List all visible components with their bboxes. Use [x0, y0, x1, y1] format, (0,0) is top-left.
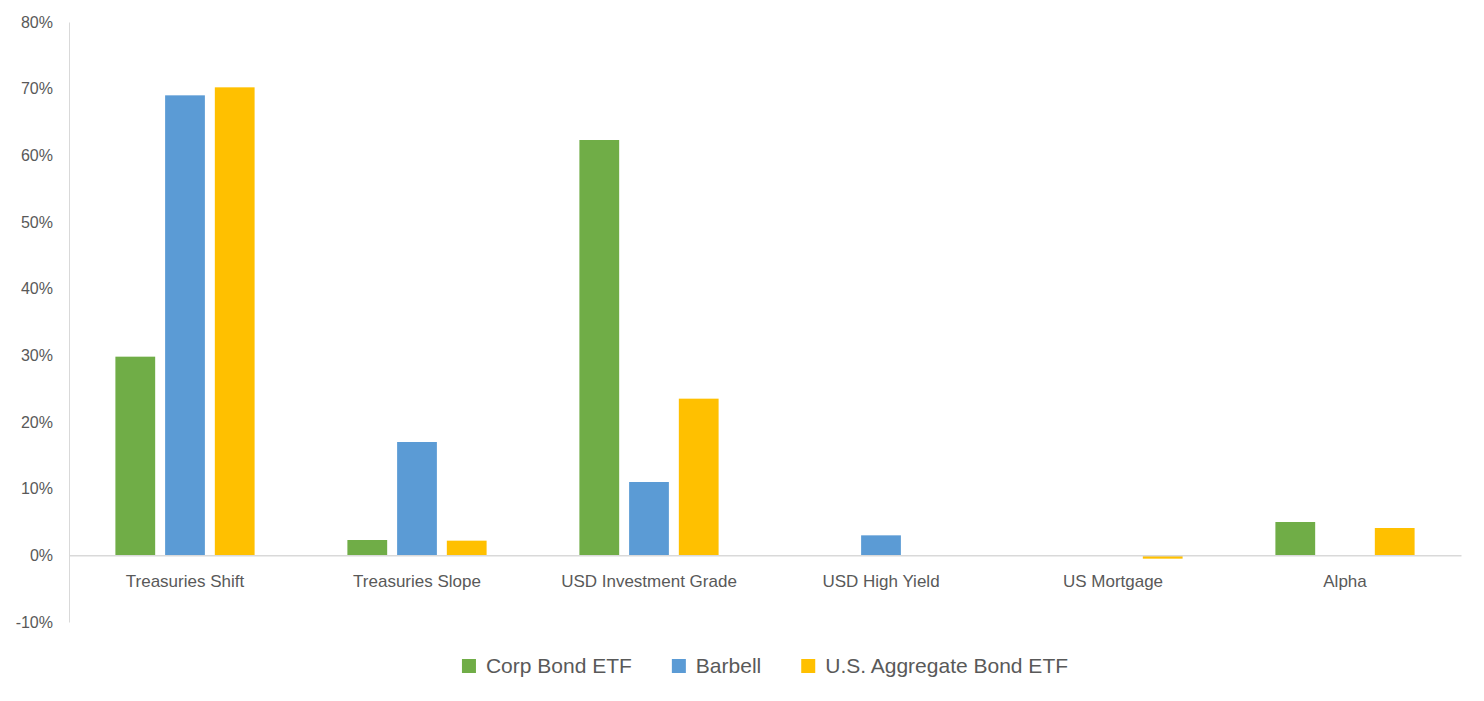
bar — [579, 140, 619, 555]
x-tick: Alpha — [1323, 555, 1367, 591]
y-tick: 30% — [21, 347, 69, 364]
legend-label: U.S. Aggregate Bond ETF — [825, 654, 1068, 677]
y-tick-label: 80% — [21, 14, 53, 31]
legend-label: Barbell — [696, 654, 761, 677]
bar-series — [115, 140, 1315, 555]
y-tick: 70% — [21, 80, 69, 97]
bars — [115, 87, 1414, 558]
y-tick: 60% — [21, 147, 69, 164]
y-tick: 20% — [21, 414, 69, 431]
x-axis-line — [70, 555, 1462, 557]
y-tick: 10% — [21, 480, 69, 497]
x-tick-label: Alpha — [1323, 572, 1367, 591]
legend-label: Corp Bond ETF — [486, 654, 632, 677]
y-tick-label: 0% — [30, 547, 53, 564]
bar-series — [165, 95, 901, 555]
y-tick-label: 60% — [21, 147, 53, 164]
x-tick: Treasuries Slope — [353, 555, 481, 591]
legend-item: Barbell — [672, 654, 761, 677]
x-tick: USD Investment Grade — [561, 555, 737, 591]
legend: Corp Bond ETF Barbell U.S. Aggregate Bond … — [462, 654, 1068, 677]
y-tick: -10% — [16, 614, 69, 631]
x-tick-label: Treasuries Slope — [353, 572, 481, 591]
legend-swatch — [672, 659, 686, 673]
bar — [165, 95, 205, 555]
bar — [679, 399, 719, 556]
bar — [861, 535, 901, 555]
chart: -10% 0% 10% 20% 30% 40% 50% 60% 70% 80% Treasuries… — [0, 0, 1484, 701]
bar — [347, 540, 387, 555]
bar — [629, 482, 669, 555]
bar-series — [215, 87, 1415, 558]
y-tick-label: 30% — [21, 347, 53, 364]
bar — [215, 87, 255, 555]
legend-swatch — [801, 659, 815, 673]
x-tick-label: USD High Yield — [822, 572, 939, 591]
y-tick: 0% — [30, 547, 69, 564]
bar — [1275, 522, 1315, 555]
legend-item: U.S. Aggregate Bond ETF — [801, 654, 1068, 677]
y-axis: -10% 0% 10% 20% 30% 40% 50% 60% 70% 80% — [16, 14, 70, 631]
y-axis-line — [69, 23, 70, 623]
bar — [397, 442, 437, 555]
y-tick-label: 10% — [21, 480, 53, 497]
bar — [1375, 528, 1415, 555]
y-tick-label: -10% — [16, 614, 53, 631]
legend-item: Corp Bond ETF — [462, 654, 632, 677]
x-tick-label: US Mortgage — [1063, 572, 1163, 591]
x-tick-label: USD Investment Grade — [561, 572, 737, 591]
x-tick: USD High Yield — [822, 555, 939, 591]
x-axis: Treasuries Shift Treasuries Slope USD Inve… — [70, 555, 1462, 591]
x-tick-label: Treasuries Shift — [126, 572, 245, 591]
y-tick: 50% — [21, 214, 69, 231]
y-tick: 40% — [21, 280, 69, 297]
y-tick-label: 40% — [21, 280, 53, 297]
plot: -10% 0% 10% 20% 30% 40% 50% 60% 70% 80% Treasuries… — [16, 14, 1462, 631]
x-tick: US Mortgage — [1063, 555, 1163, 591]
x-tick: Treasuries Shift — [126, 555, 245, 591]
bar — [115, 357, 155, 556]
bar — [447, 541, 487, 556]
y-tick-label: 20% — [21, 414, 53, 431]
y-tick: 80% — [21, 14, 69, 31]
y-tick-label: 50% — [21, 214, 53, 231]
legend-swatch — [462, 659, 476, 673]
y-tick-label: 70% — [21, 80, 53, 97]
